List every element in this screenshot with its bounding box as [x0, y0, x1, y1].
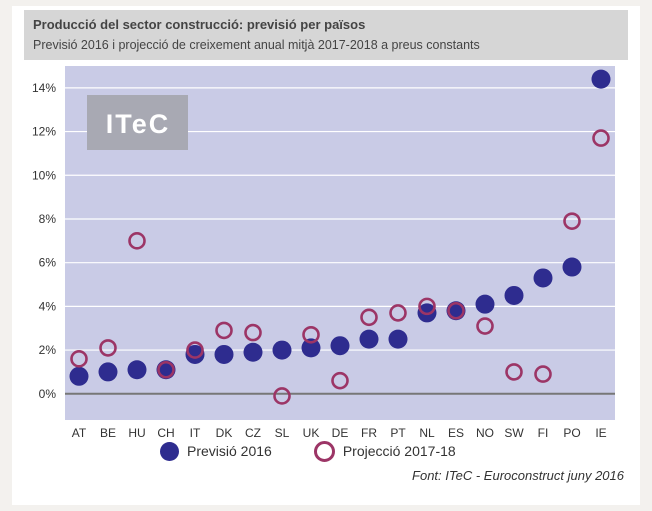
point-previsio-2016 [504, 285, 524, 305]
y-tick-label: 6% [39, 256, 57, 270]
x-tick-label: DK [216, 426, 233, 440]
point-projeccio-2017-18 [505, 363, 523, 381]
x-tick-label: HU [128, 426, 145, 440]
x-tick-label: FR [361, 426, 377, 440]
chart-header: Producció del sector construcció: previs… [24, 10, 628, 60]
point-projeccio-2017-18 [157, 360, 175, 379]
chart-subtitle: Previsió 2016 i projecció de creixement … [33, 38, 480, 52]
legend-item-projection: Projecció 2017-18 [313, 440, 456, 462]
ring-circle-icon [313, 440, 335, 462]
x-tick-label: IE [595, 426, 606, 440]
y-axis-ticks: 0% 2% 4% 6% 8% 10% 12% 14% [32, 81, 56, 401]
x-axis-ticks: AT BE HU CH IT DK CZ SL UK DE FR PT NL ES NO SW FI PO IE [72, 426, 607, 440]
x-tick-label: FI [538, 426, 549, 440]
x-tick-label: PT [390, 426, 406, 440]
y-tick-label: 2% [39, 343, 57, 357]
x-tick-label: NL [419, 426, 435, 440]
x-tick-label: AT [72, 426, 87, 440]
y-tick-label: 4% [39, 299, 57, 313]
x-tick-label: SW [504, 426, 524, 440]
x-tick-label: UK [303, 426, 320, 440]
point-projeccio-2017-18 [331, 371, 349, 390]
y-tick-label: 8% [39, 212, 57, 226]
legend: Previsió 2016 Projecció 2017-18 [160, 438, 498, 464]
point-previsio-2016 [127, 360, 147, 380]
legend-label-projection: Projecció 2017-18 [342, 443, 456, 459]
y-tick-label: 0% [39, 387, 57, 401]
logo-text: ITeC [106, 109, 171, 139]
point-projeccio-2017-18 [360, 308, 378, 327]
x-tick-label: IT [190, 426, 201, 440]
point-previsio-2016 [214, 344, 234, 364]
point-projeccio-2017-18 [563, 212, 581, 230]
y-tick-label: 14% [32, 81, 56, 95]
point-projeccio-2017-18 [592, 129, 610, 147]
x-tick-label: BE [100, 426, 116, 440]
point-previsio-2016 [591, 69, 611, 89]
point-projeccio-2017-18 [302, 325, 320, 344]
legend-label-2016: Previsió 2016 [187, 443, 272, 459]
point-projeccio-2017-18 [70, 350, 88, 368]
source-note: Font: ITeC - Euroconstruct juny 2016 [412, 468, 624, 483]
point-projeccio-2017-18 [534, 365, 552, 383]
y-tick-label: 12% [32, 125, 56, 139]
point-projeccio-2017-18 [186, 341, 204, 359]
itec-logo: ITeC [87, 95, 188, 150]
x-tick-label: DE [332, 426, 349, 440]
point-previsio-2016 [301, 338, 321, 358]
point-previsio-2016 [185, 344, 205, 364]
point-projeccio-2017-18 [244, 323, 262, 342]
data-points [69, 69, 611, 405]
point-previsio-2016 [533, 268, 553, 288]
point-projeccio-2017-18 [476, 317, 494, 335]
filled-circle-icon [160, 441, 179, 461]
point-projeccio-2017-18 [447, 301, 465, 320]
point-projeccio-2017-18 [389, 304, 407, 322]
point-projeccio-2017-18 [215, 321, 233, 340]
x-tick-label: CH [157, 426, 174, 440]
x-tick-label: PO [563, 426, 580, 440]
point-projeccio-2017-18 [418, 297, 436, 316]
x-tick-label: NO [476, 426, 494, 440]
point-projeccio-2017-18 [273, 387, 291, 405]
point-projeccio-2017-18 [99, 339, 117, 357]
point-previsio-2016 [330, 336, 350, 356]
logo-background [87, 95, 188, 150]
point-previsio-2016 [388, 329, 408, 349]
x-tick-label: CZ [245, 426, 261, 440]
point-previsio-2016 [69, 366, 89, 386]
point-previsio-2016 [359, 329, 379, 349]
point-previsio-2016 [98, 362, 118, 382]
legend-item-2016: Previsió 2016 [160, 441, 272, 461]
x-tick-label: ES [448, 426, 464, 440]
point-previsio-2016 [272, 340, 292, 360]
point-projeccio-2017-18 [128, 232, 146, 250]
point-previsio-2016 [475, 294, 495, 314]
chart-title: Producció del sector construcció: previs… [33, 17, 366, 32]
x-tick-label: SL [275, 426, 290, 440]
point-previsio-2016 [243, 342, 263, 362]
point-previsio-2016 [562, 257, 582, 277]
y-tick-label: 10% [32, 168, 56, 182]
